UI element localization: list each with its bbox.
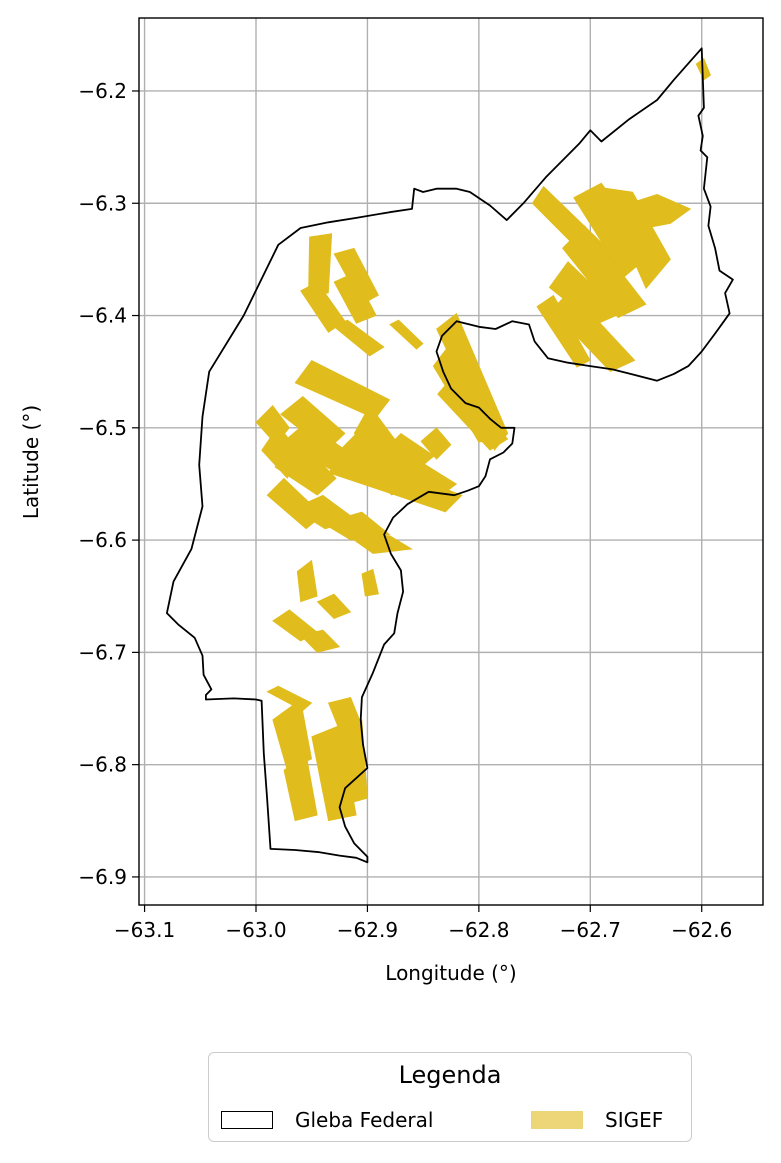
- x-tick-label: −62.6: [671, 918, 732, 942]
- tick-layer: −63.1 −63.0 −62.9 −62.8 −62.7 −62.6 −6.2 −6.3 −6…: [78, 79, 732, 942]
- y-tick-label: −6.6: [78, 528, 127, 552]
- x-tick-label: −62.9: [337, 918, 398, 942]
- x-tick-label: −62.7: [560, 918, 621, 942]
- sigef-parcel: [628, 193, 692, 230]
- sigef-parcel: [437, 376, 509, 451]
- y-tick-label: −6.7: [78, 640, 127, 664]
- legend-title: Legenda: [398, 1061, 502, 1089]
- plot-frame: [138, 17, 764, 906]
- sigef-parcel: [366, 438, 458, 498]
- sigef-parcel: [322, 511, 391, 541]
- sigef-parcel: [272, 698, 313, 771]
- sigef-parcel: [420, 427, 452, 460]
- sigef-parcel: [308, 233, 333, 296]
- x-axis-label: Longitude (°): [385, 961, 516, 985]
- y-axis-label: Latitude (°): [19, 405, 43, 519]
- sigef-parcel: [536, 294, 591, 368]
- sigef-parcel: [266, 685, 313, 712]
- sigef-parcel: [361, 568, 379, 597]
- legend-entry-sigef: SIGEF: [531, 1107, 663, 1133]
- sigef-parcel: [283, 752, 318, 822]
- legend-label-gleba: Gleba Federal: [295, 1108, 434, 1132]
- y-tick-label: −6.3: [78, 191, 127, 215]
- sigef-parcel: [389, 319, 424, 350]
- sigef-parcel: [296, 559, 318, 603]
- legend: Legenda Gleba Federal SIGEF: [208, 1052, 692, 1142]
- sigef-parcel: [349, 535, 413, 554]
- y-tick-label: −6.8: [78, 753, 127, 777]
- sigef-parcel: [333, 319, 385, 357]
- gleba-federal-boundary: [165, 47, 734, 864]
- x-tick-label: −63.0: [225, 918, 286, 942]
- sigef-layer: [255, 57, 711, 822]
- legend-swatch-gleba: [221, 1111, 273, 1129]
- sigef-parcel: [600, 187, 671, 290]
- sigef-parcel: [327, 449, 463, 513]
- sigef-parcel: [255, 404, 290, 446]
- gleba-layer: [165, 47, 734, 864]
- x-tick-label: −63.1: [114, 918, 175, 942]
- y-tick-label: −6.4: [78, 304, 127, 328]
- map-chart: −63.1 −63.0 −62.9 −62.8 −62.7 −62.6 −6.2 −6.3 −6…: [19, 17, 764, 985]
- y-tick-label: −6.9: [78, 865, 127, 889]
- legend-swatch-sigef: [531, 1111, 583, 1129]
- sigef-parcel: [311, 724, 357, 822]
- x-tick-label: −62.8: [448, 918, 509, 942]
- grid-layer: [139, 18, 763, 905]
- legend-entry-gleba: Gleba Federal: [221, 1107, 433, 1133]
- y-tick-label: −6.5: [78, 416, 127, 440]
- y-tick-label: −6.2: [78, 79, 127, 103]
- sigef-parcel: [300, 629, 341, 653]
- sigef-parcel: [333, 272, 377, 324]
- sigef-parcel: [550, 290, 636, 373]
- legend-label-sigef: SIGEF: [605, 1108, 664, 1132]
- sigef-parcel: [327, 696, 363, 732]
- sigef-parcel: [294, 360, 391, 420]
- sigef-parcel: [316, 593, 352, 620]
